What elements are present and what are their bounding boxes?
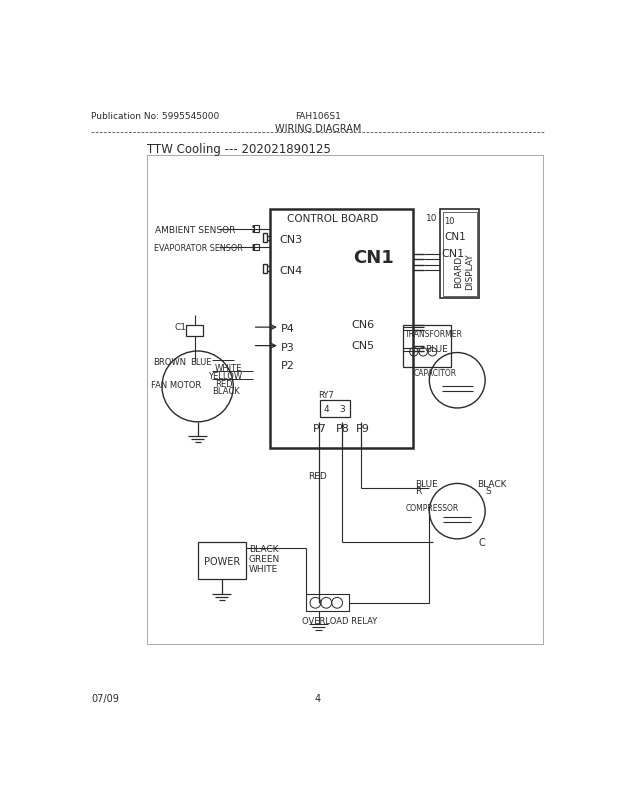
- Text: 10: 10: [444, 217, 454, 226]
- Text: BLACK: BLACK: [212, 387, 240, 396]
- Bar: [263, 234, 267, 243]
- Text: AMBIENT SENSOR: AMBIENT SENSOR: [155, 225, 236, 234]
- Bar: [320, 401, 350, 418]
- Text: WIRING DIAGRAM: WIRING DIAGRAM: [275, 124, 361, 134]
- Bar: [403, 326, 451, 367]
- Bar: [306, 594, 348, 611]
- Bar: [254, 245, 259, 251]
- Text: DISPLAY: DISPLAY: [465, 253, 474, 290]
- Text: 10: 10: [425, 214, 437, 223]
- Text: P8: P8: [336, 423, 350, 434]
- Text: C: C: [479, 537, 485, 548]
- Bar: [443, 213, 477, 296]
- Text: P7: P7: [313, 423, 327, 434]
- Text: CN1: CN1: [441, 249, 464, 258]
- Text: R: R: [415, 486, 422, 495]
- Bar: [440, 210, 479, 298]
- Text: BROWN: BROWN: [153, 358, 185, 367]
- Text: Publication No: 5995545000: Publication No: 5995545000: [92, 111, 219, 120]
- Text: CN5: CN5: [351, 341, 374, 350]
- Text: RY7: RY7: [317, 390, 334, 399]
- Text: P2: P2: [280, 361, 294, 371]
- Text: GREEN: GREEN: [249, 555, 280, 564]
- Text: EVAPORATOR SENSOR: EVAPORATOR SENSOR: [154, 244, 243, 253]
- Text: P3: P3: [280, 342, 294, 352]
- Text: P4: P4: [280, 324, 294, 334]
- Text: BLUE: BLUE: [190, 358, 211, 367]
- Text: CN4: CN4: [279, 265, 303, 275]
- Text: YELLOW: YELLOW: [208, 371, 242, 380]
- Text: S: S: [485, 486, 491, 495]
- Text: 4: 4: [323, 405, 329, 414]
- Text: BOARD: BOARD: [454, 256, 463, 288]
- Text: 3: 3: [340, 405, 345, 414]
- Bar: [270, 210, 413, 448]
- Text: 4: 4: [315, 693, 321, 703]
- Bar: [198, 542, 246, 579]
- Text: C1: C1: [174, 322, 187, 331]
- Text: WHITE: WHITE: [215, 364, 242, 373]
- Text: BLUE: BLUE: [415, 480, 438, 488]
- Text: FAH106S1: FAH106S1: [295, 111, 340, 120]
- Text: TRANSFORMER: TRANSFORMER: [404, 330, 463, 338]
- Bar: [148, 156, 542, 645]
- Text: CN6: CN6: [351, 320, 374, 330]
- Text: RED: RED: [215, 379, 232, 388]
- Text: BLUE: BLUE: [425, 345, 448, 354]
- Text: CN3: CN3: [279, 235, 302, 245]
- Text: CN1: CN1: [444, 232, 466, 241]
- Text: CAPACITOR: CAPACITOR: [414, 369, 457, 378]
- Text: FAN MOTOR: FAN MOTOR: [151, 380, 201, 389]
- Bar: [186, 326, 203, 336]
- Text: RED: RED: [308, 472, 326, 480]
- Text: BLACK: BLACK: [249, 545, 278, 553]
- Bar: [263, 265, 267, 274]
- Text: CONTROL BOARD: CONTROL BOARD: [286, 214, 378, 224]
- Text: COMPRESSOR: COMPRESSOR: [406, 503, 459, 512]
- Text: WHITE: WHITE: [249, 565, 278, 573]
- Bar: [254, 226, 259, 233]
- Text: P9: P9: [356, 423, 370, 434]
- Text: TTW Cooling --- 202021890125: TTW Cooling --- 202021890125: [148, 143, 331, 156]
- Text: 07/09: 07/09: [92, 693, 119, 703]
- Text: OVERLOAD RELAY: OVERLOAD RELAY: [303, 616, 378, 625]
- Text: BLACK: BLACK: [477, 480, 507, 488]
- Text: CN1: CN1: [353, 249, 394, 266]
- Text: POWER: POWER: [204, 556, 240, 566]
